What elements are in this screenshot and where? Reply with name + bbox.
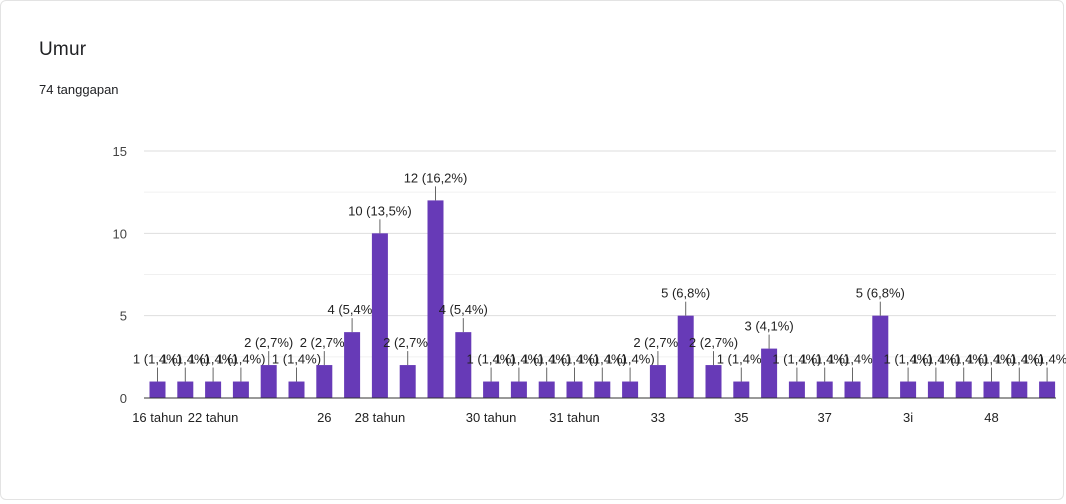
bar <box>677 315 694 398</box>
data-label: 2 (2,7%) <box>244 335 293 350</box>
bar <box>205 381 222 398</box>
bar <box>594 381 611 398</box>
x-tick-label: 16 tahun <box>132 410 183 425</box>
data-label: 1 (1,4%) <box>911 352 960 367</box>
bar <box>705 365 722 398</box>
bar <box>649 365 666 398</box>
data-label: 1 (1,4%) <box>1023 352 1066 367</box>
data-label: 1 (1,4%) <box>550 352 599 367</box>
x-tick-label: 35 <box>734 410 748 425</box>
data-label: 2 (2,7%) <box>689 335 738 350</box>
bar <box>983 381 1000 398</box>
bar <box>344 332 361 398</box>
y-tick-label: 15 <box>113 144 127 159</box>
data-label: 1 (1,4%) <box>494 352 543 367</box>
x-tick-label: 30 tahun <box>466 410 517 425</box>
bar <box>844 381 861 398</box>
bar <box>788 381 805 398</box>
data-label: 1 (1,4%) <box>161 352 210 367</box>
bar <box>399 365 416 398</box>
data-label: 1 (1,4%) <box>884 352 933 367</box>
data-label: 1 (1,4%) <box>828 352 877 367</box>
bar <box>872 315 889 398</box>
data-label: 2 (2,7%) <box>383 335 432 350</box>
y-tick-label: 10 <box>113 226 127 241</box>
bar <box>955 381 972 398</box>
bar <box>316 365 333 398</box>
data-label: 3 (4,1%) <box>745 319 794 334</box>
data-label: 1 (1,4%) <box>717 352 766 367</box>
data-label: 1 (1,4%) <box>606 352 655 367</box>
bar <box>1039 381 1056 398</box>
bar <box>900 381 917 398</box>
x-tick-label: 31 tahun <box>549 410 600 425</box>
bar <box>1011 381 1028 398</box>
bar <box>371 233 388 398</box>
data-label: 1 (1,4%) <box>272 352 321 367</box>
data-label: 1 (1,4%) <box>995 352 1044 367</box>
bar <box>149 381 166 398</box>
data-label: 1 (1,4%) <box>578 352 627 367</box>
bar <box>622 381 639 398</box>
bar <box>927 381 944 398</box>
data-label: 4 (5,4%) <box>439 302 488 317</box>
data-label: 1 (1,4%) <box>800 352 849 367</box>
x-tick-label: 33 <box>651 410 665 425</box>
bar <box>761 348 778 398</box>
data-label: 2 (2,7%) <box>300 335 349 350</box>
x-tick-label: 22 tahun <box>188 410 239 425</box>
data-label: 1 (1,4%) <box>189 352 238 367</box>
data-label: 2 (2,7%) <box>633 335 682 350</box>
x-tick-label: 48 <box>984 410 998 425</box>
data-label: 12 (16,2%) <box>404 170 468 185</box>
bar <box>538 381 555 398</box>
response-count: 74 tanggapan <box>39 82 119 97</box>
data-label: 1 (1,4%) <box>216 352 265 367</box>
data-label: 1 (1,4%) <box>133 352 182 367</box>
data-label: 1 (1,4%) <box>939 352 988 367</box>
y-tick-label: 5 <box>120 309 127 324</box>
question-title: Umur <box>39 39 87 60</box>
bar <box>733 381 750 398</box>
data-label: 1 (1,4%) <box>522 352 571 367</box>
bar <box>483 381 500 398</box>
bar <box>232 381 249 398</box>
bar <box>288 381 305 398</box>
bar <box>816 381 833 398</box>
data-label: 5 (6,8%) <box>856 286 905 301</box>
data-label: 5 (6,8%) <box>661 286 710 301</box>
x-tick-label: 3i <box>903 410 913 425</box>
data-label: 1 (1,4%) <box>967 352 1016 367</box>
bar <box>260 365 277 398</box>
data-label: 10 (13,5%) <box>348 203 412 218</box>
bar <box>177 381 194 398</box>
x-tick-label: 37 <box>817 410 831 425</box>
bar <box>566 381 583 398</box>
x-tick-label: 26 <box>317 410 331 425</box>
data-label: 1 (1,4%) <box>772 352 821 367</box>
x-tick-label: 28 tahun <box>355 410 406 425</box>
bar <box>427 200 444 398</box>
y-tick-label: 0 <box>120 391 127 406</box>
bar <box>455 332 472 398</box>
bar <box>510 381 527 398</box>
data-label: 4 (5,4%) <box>328 302 377 317</box>
data-label: 1 (1,4%) <box>467 352 516 367</box>
